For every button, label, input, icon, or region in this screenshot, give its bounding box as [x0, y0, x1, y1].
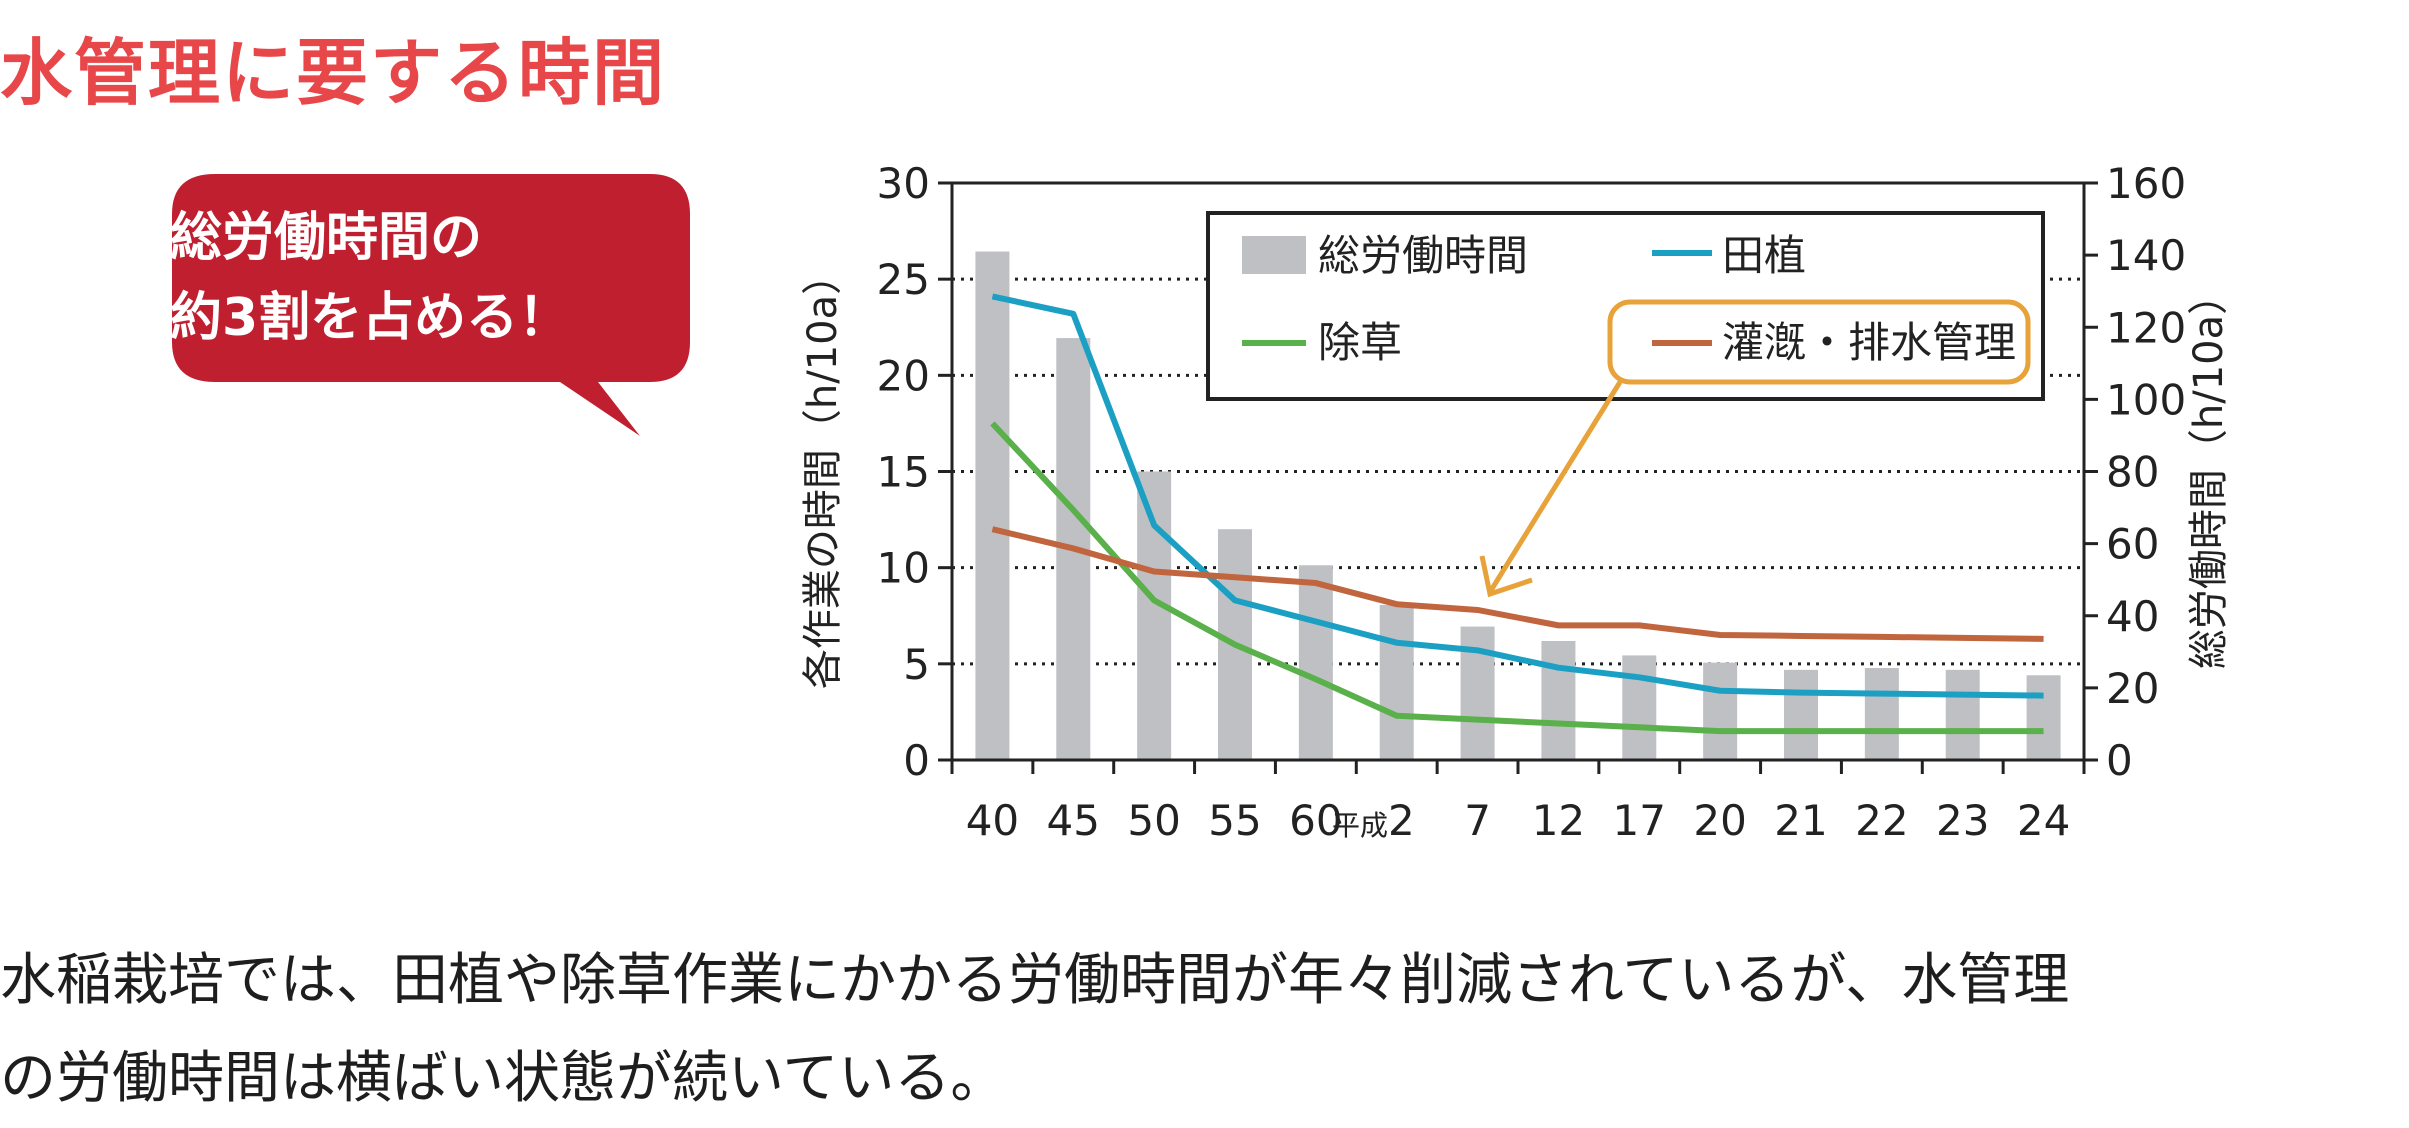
y-left-axis-label: 各作業の時間（h/10a）: [800, 255, 846, 689]
y-right-tick-label: 40: [2106, 592, 2159, 641]
body-text: 水稲栽培では、田植や除草作業にかかる労働時間が年々削減されているが、水管理 の労…: [0, 932, 2409, 1128]
legend-label-kangai: 灌漑・排水管理: [1722, 318, 2016, 367]
y-left-tick-label: 10: [877, 544, 930, 593]
x-tick-label: 7: [1464, 796, 1491, 845]
bar-total-hours: [975, 251, 1010, 761]
legend-swatch-total-hours: [1242, 236, 1306, 274]
legend-highlight-box: [1607, 299, 2031, 385]
callout-text: 総労働時間の 約3割を占める！: [170, 198, 690, 358]
legend-label-total-hours: 総労働時間: [1318, 231, 1528, 280]
x-tick-label: 24: [2017, 796, 2070, 845]
x-tick-label: 23: [1936, 796, 1989, 845]
y-right-tick-label: 80: [2106, 448, 2159, 497]
y-left-tick-label: 30: [877, 159, 930, 208]
y-left-tick-label: 5: [903, 640, 930, 689]
series-line: [991, 293, 2044, 699]
bar-total-hours: [1379, 604, 1414, 760]
bar-total-hours: [1703, 662, 1738, 760]
callout-line-1: 総労働時間の: [170, 208, 483, 268]
y-right-tick-label: 120: [2106, 303, 2186, 352]
bar-total-hours: [1784, 669, 1818, 760]
x-tick-label: 22: [1855, 796, 1908, 845]
bar-total-hours: [1622, 655, 1657, 760]
series-line: [990, 421, 2044, 735]
callout-line-2: 約3割を占める！: [170, 288, 571, 348]
x-tick-label: 平成2: [1332, 796, 1415, 845]
bar-total-hours: [1945, 669, 1980, 760]
x-tick-label: 45: [1047, 796, 1100, 845]
chart: 0 5 10 15 20 25 30 0 20 40 60 80 100 120 140 160 40 45 50 5…: [800, 159, 2232, 845]
legend-box: [1206, 211, 2045, 401]
bar-total-hours: [1137, 471, 1172, 760]
body-text-line-1: 水稲栽培では、田植や除草作業にかかる労働時間が年々削減されているが、水管理: [0, 948, 2070, 1013]
y-left-tick-label: 25: [877, 255, 930, 304]
y-left-tick-label: 0: [903, 736, 930, 785]
x-tick-label: 40: [966, 796, 1019, 845]
highlight-arrow-shaft: [1487, 380, 1623, 594]
x-tick-label: 50: [1127, 796, 1180, 845]
body-text-line-2: の労働時間は横ばい状態が続いている。: [0, 1046, 1007, 1111]
bar-total-hours: [2026, 675, 2061, 760]
legend-label-taue: 田植: [1722, 231, 1806, 280]
y-right-tick-label: 60: [2106, 520, 2159, 569]
x-tick-label: 12: [1532, 796, 1585, 845]
bar-total-hours: [1864, 668, 1899, 760]
x-tick-label: 17: [1613, 796, 1666, 845]
y-right-tick-label: 140: [2106, 231, 2186, 280]
x-tick-label: 60: [1289, 796, 1342, 845]
highlight-arrow-head: [1479, 555, 1533, 598]
y-right-axis-label: 総労働時間（h/10a）: [2186, 275, 2232, 669]
y-left-tick-label: 20: [877, 351, 930, 400]
y-left-tick-label: 15: [877, 448, 930, 497]
x-tick-label: 20: [1693, 796, 1746, 845]
x-tick-label: 55: [1208, 796, 1261, 845]
y-right-tick-label: 0: [2106, 736, 2133, 785]
y-right-tick-label: 20: [2106, 664, 2159, 713]
legend-label-josou: 除草: [1318, 318, 1402, 367]
page-title: 水管理に要する時間: [0, 31, 667, 115]
y-right-tick-label: 160: [2106, 159, 2186, 208]
x-tick-label: 21: [1774, 796, 1827, 845]
bar-total-hours: [1298, 565, 1333, 760]
y-right-tick-label: 100: [2106, 375, 2186, 424]
series-line: [991, 526, 2044, 642]
bar-total-hours: [1541, 640, 1576, 760]
